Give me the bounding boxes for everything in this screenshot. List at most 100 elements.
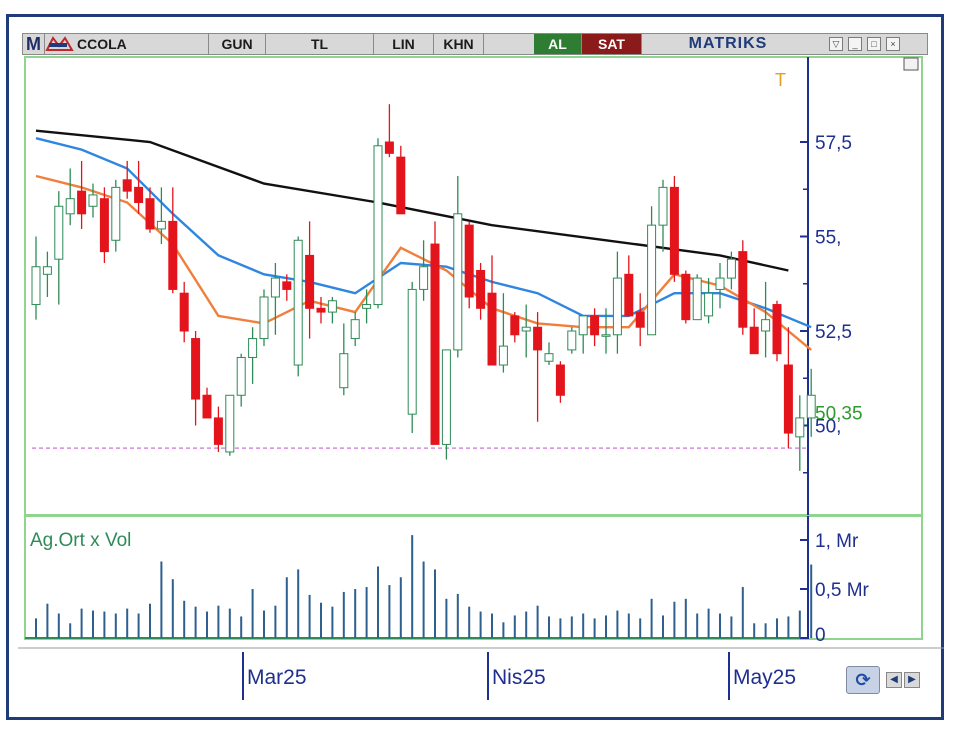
period-button[interactable]: GUN bbox=[209, 34, 266, 54]
candle bbox=[761, 281, 771, 358]
candle bbox=[647, 206, 657, 336]
candle bbox=[795, 395, 805, 471]
candle bbox=[236, 353, 246, 407]
volume-tick-label: 1, Mr bbox=[815, 531, 859, 552]
candle bbox=[259, 289, 269, 347]
last-price-label: 50,35 bbox=[815, 403, 863, 424]
candle bbox=[590, 308, 600, 347]
candle bbox=[624, 255, 634, 317]
candle bbox=[738, 240, 748, 335]
candle bbox=[191, 331, 201, 426]
candle bbox=[270, 262, 280, 335]
moving-average-line bbox=[35, 129, 789, 272]
candle bbox=[487, 255, 497, 366]
candle bbox=[692, 274, 702, 321]
scroll-right-button[interactable]: ▶ bbox=[904, 672, 920, 688]
currency-button[interactable]: TL bbox=[266, 34, 374, 54]
buy-button[interactable]: AL bbox=[534, 34, 582, 54]
candle bbox=[510, 312, 520, 343]
candle bbox=[498, 293, 508, 373]
candle bbox=[384, 104, 394, 158]
candle bbox=[704, 278, 714, 324]
candle bbox=[168, 187, 178, 294]
time-tick-label: May25 bbox=[733, 666, 796, 689]
sell-button[interactable]: SAT bbox=[582, 34, 642, 54]
candle bbox=[669, 176, 679, 282]
candle bbox=[111, 179, 121, 252]
volume-panel bbox=[24, 515, 923, 640]
candle bbox=[293, 236, 303, 377]
minimize-icon[interactable]: _ bbox=[848, 37, 862, 51]
candle bbox=[578, 315, 588, 354]
volume-tick-label: 0 bbox=[815, 625, 826, 646]
refresh-button[interactable]: ⟳ bbox=[846, 666, 880, 694]
candle bbox=[715, 262, 725, 309]
candle bbox=[305, 221, 315, 339]
candle bbox=[441, 349, 451, 460]
candle bbox=[339, 323, 349, 396]
menu-button[interactable]: M bbox=[23, 34, 45, 54]
candle bbox=[134, 160, 144, 214]
candle bbox=[99, 187, 109, 263]
candle bbox=[282, 274, 292, 301]
candle bbox=[248, 327, 258, 384]
candle bbox=[726, 251, 736, 290]
candle bbox=[42, 251, 52, 297]
close-icon[interactable]: × bbox=[886, 37, 900, 51]
candle bbox=[521, 304, 531, 358]
candle bbox=[213, 406, 223, 452]
candle bbox=[316, 296, 326, 324]
candle bbox=[430, 221, 440, 445]
volume-title: Ag.Ort x Vol bbox=[30, 530, 131, 551]
khn-button[interactable]: KHN bbox=[434, 34, 484, 54]
logo-icon bbox=[45, 34, 75, 54]
candle bbox=[635, 293, 645, 347]
candle bbox=[612, 251, 622, 354]
symbol-field[interactable]: CCOLA bbox=[75, 34, 209, 54]
scroll-left-button[interactable]: ◀ bbox=[886, 672, 902, 688]
candle bbox=[476, 262, 486, 320]
candle bbox=[179, 281, 189, 343]
candle bbox=[54, 191, 64, 305]
candle bbox=[419, 240, 429, 301]
candle bbox=[749, 308, 759, 355]
candle bbox=[772, 300, 782, 362]
volume-tick-label: 0,5 Mr bbox=[815, 580, 870, 601]
candle bbox=[156, 187, 166, 245]
brand-label: MATRIKS bbox=[688, 35, 768, 52]
candle bbox=[396, 145, 406, 215]
candle bbox=[373, 138, 383, 309]
candle bbox=[225, 394, 235, 456]
candle bbox=[202, 387, 212, 419]
candle bbox=[88, 183, 98, 218]
price-marker: T bbox=[775, 70, 786, 90]
candle bbox=[806, 368, 816, 437]
price-tick-label: 55, bbox=[815, 228, 841, 249]
candle bbox=[601, 308, 611, 354]
chart-toolbar: M CCOLA GUN TL LIN KHN AL SAT MATRIKS ▽ … bbox=[22, 33, 928, 55]
scale-button[interactable]: LIN bbox=[374, 34, 434, 54]
maximize-icon[interactable]: □ bbox=[867, 37, 881, 51]
dropdown-icon[interactable]: ▽ bbox=[829, 37, 843, 51]
candle bbox=[362, 289, 372, 324]
candle bbox=[533, 312, 543, 422]
candle bbox=[567, 327, 577, 354]
time-tick-label: Mar25 bbox=[247, 666, 307, 689]
candle bbox=[327, 296, 337, 324]
candle bbox=[77, 160, 87, 229]
candle bbox=[555, 361, 565, 403]
candle bbox=[464, 221, 474, 309]
candle bbox=[407, 281, 417, 434]
price-tick-label: 52,5 bbox=[815, 322, 852, 343]
candle bbox=[681, 270, 691, 324]
candle bbox=[658, 179, 668, 252]
candle bbox=[145, 187, 155, 233]
time-tick-label: Nis25 bbox=[492, 666, 546, 689]
panel-restore-icon[interactable] bbox=[903, 57, 919, 71]
candle bbox=[544, 342, 554, 366]
candle bbox=[350, 312, 360, 347]
candle bbox=[783, 327, 793, 449]
candle bbox=[31, 236, 41, 320]
price-tick-label: 50, bbox=[815, 417, 841, 438]
